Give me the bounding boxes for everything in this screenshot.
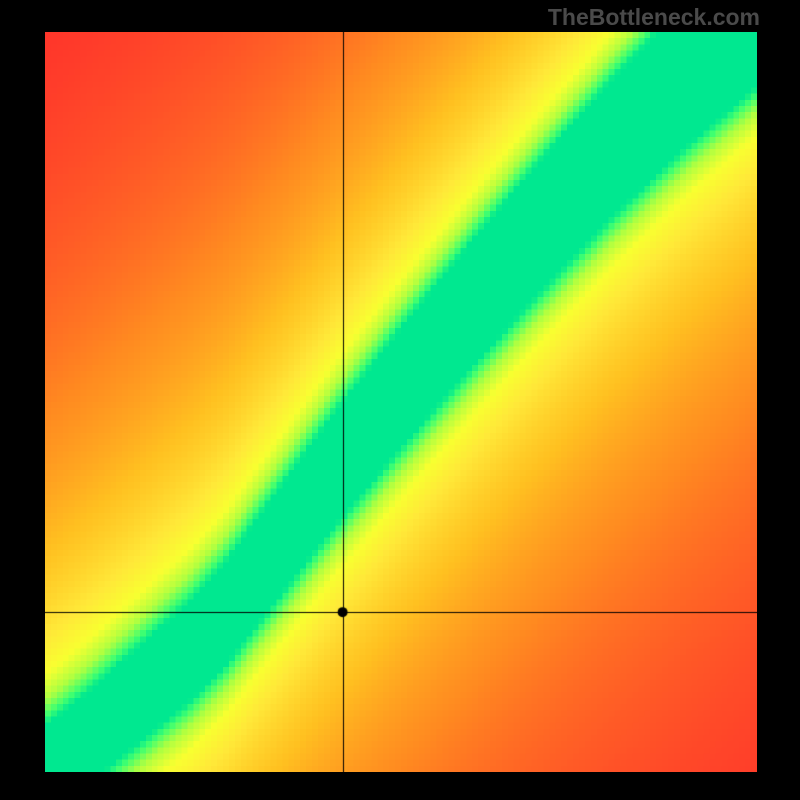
watermark-text: TheBottleneck.com xyxy=(548,4,760,31)
bottleneck-heatmap xyxy=(45,32,757,772)
chart-stage: TheBottleneck.com xyxy=(0,0,800,800)
